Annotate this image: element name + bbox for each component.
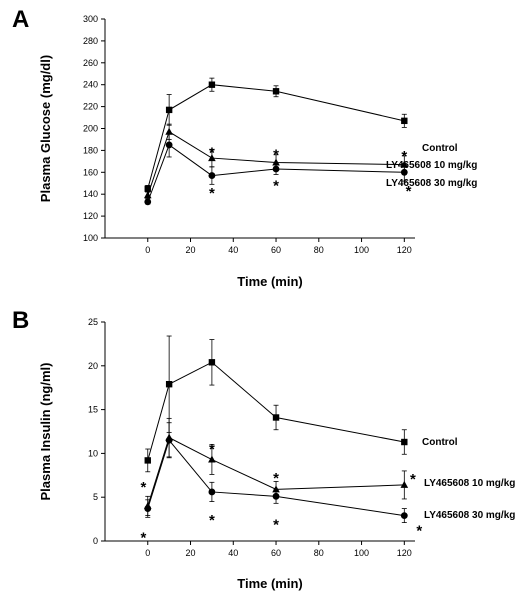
y-tick-label: 220 xyxy=(83,102,98,112)
significance-asterisk: * xyxy=(410,471,416,488)
x-tick-label: 80 xyxy=(314,245,324,255)
data-point xyxy=(400,480,409,488)
significance-asterisk: * xyxy=(416,523,422,540)
y-tick-label: 180 xyxy=(83,145,98,155)
x-tick-label: 40 xyxy=(228,548,238,558)
y-axis-label: Plasma Insulin (ng/ml) xyxy=(38,363,53,501)
data-point xyxy=(208,81,216,88)
y-tick-label: 160 xyxy=(83,167,98,177)
significance-asterisk: * xyxy=(209,512,215,529)
x-axis-label: Time (min) xyxy=(237,274,303,289)
data-point xyxy=(144,198,152,206)
significance-asterisk: * xyxy=(273,516,279,533)
significance-asterisk: * xyxy=(273,147,279,164)
series-label: LY465608 30 mg/kg xyxy=(386,178,477,189)
x-tick-label: 20 xyxy=(186,245,196,255)
x-tick-label: 120 xyxy=(397,548,412,558)
significance-asterisk: * xyxy=(401,148,407,165)
data-point xyxy=(144,457,151,464)
y-axis-label: Plasma Glucose (mg/dl) xyxy=(38,55,53,202)
y-tick-label: 240 xyxy=(83,80,98,90)
series-label: LY465608 30 mg/kg xyxy=(424,510,515,521)
data-point xyxy=(208,154,216,162)
x-tick-label: 0 xyxy=(145,245,150,255)
series-triangle: LY465608 10 mg/kg xyxy=(143,417,515,516)
significance-asterisk: * xyxy=(406,183,412,200)
significance-asterisk: * xyxy=(209,185,215,202)
data-point xyxy=(401,117,408,125)
x-tick-label: 40 xyxy=(228,245,238,255)
x-tick-label: 60 xyxy=(271,548,281,558)
y-tick-label: 260 xyxy=(83,58,98,68)
significance-asterisk: * xyxy=(273,470,279,487)
series-label: Control xyxy=(422,437,458,448)
data-point xyxy=(208,488,216,496)
y-tick-label: 5 xyxy=(93,492,98,502)
series-square: Control xyxy=(144,335,458,473)
x-tick-label: 100 xyxy=(354,548,369,558)
series-label: LY465608 10 mg/kg xyxy=(386,160,477,171)
significance-asterisk: * xyxy=(209,441,215,458)
data-point xyxy=(400,168,408,176)
x-tick-label: 20 xyxy=(186,548,196,558)
data-point xyxy=(165,380,173,388)
y-tick-label: 280 xyxy=(83,36,98,46)
data-point xyxy=(272,485,280,493)
y-tick-label: 200 xyxy=(83,124,98,134)
data-point xyxy=(401,438,408,446)
y-tick-label: 100 xyxy=(83,233,98,243)
y-tick-label: 15 xyxy=(88,405,98,415)
data-point xyxy=(272,414,280,421)
data-point xyxy=(208,359,216,366)
x-tick-label: 60 xyxy=(271,245,281,255)
panel-label: A xyxy=(12,6,29,33)
significance-asterisk: * xyxy=(273,177,279,194)
x-tick-label: 0 xyxy=(145,548,150,558)
y-tick-label: 20 xyxy=(88,361,98,371)
data-point xyxy=(144,185,151,192)
data-point xyxy=(400,512,408,519)
data-point xyxy=(208,172,216,179)
series-circle: LY465608 30 mg/kg xyxy=(144,132,477,206)
data-point xyxy=(272,88,280,95)
significance-asterisk: * xyxy=(209,144,215,161)
chart-panel-a: A 100 120 140 160 180 200 220 240 260 280 300 0 20 40 6… xyxy=(12,6,477,289)
significance-asterisk: * xyxy=(141,479,147,496)
series-circle: LY465608 30 mg/kg xyxy=(144,422,515,524)
data-point xyxy=(272,492,280,500)
y-tick-label: 10 xyxy=(88,448,98,458)
series-label: LY465608 10 mg/kg xyxy=(424,478,515,489)
data-point xyxy=(272,165,280,173)
panel-label: B xyxy=(12,307,29,334)
series-square: Control xyxy=(144,77,458,193)
x-axis-label: Time (min) xyxy=(237,576,303,591)
significance-asterisk: * xyxy=(141,530,147,547)
y-tick-label: 140 xyxy=(83,189,98,199)
x-tick-label: 80 xyxy=(314,548,324,558)
y-tick-label: 25 xyxy=(88,317,98,327)
y-tick-label: 300 xyxy=(83,14,98,24)
data-point xyxy=(208,455,216,463)
y-tick-label: 120 xyxy=(83,211,98,221)
y-tick-label: 0 xyxy=(93,536,98,546)
data-point xyxy=(165,106,173,114)
data-point xyxy=(165,141,173,149)
chart-panel-b: B 0 5 10 15 20 25 0 20 40 60 80 100 120 Time (min) Plas… xyxy=(12,307,515,591)
x-tick-label: 100 xyxy=(354,245,369,255)
x-tick-label: 120 xyxy=(397,245,412,255)
data-point xyxy=(144,505,152,512)
series-label: Control xyxy=(422,143,458,154)
data-point xyxy=(165,436,173,444)
